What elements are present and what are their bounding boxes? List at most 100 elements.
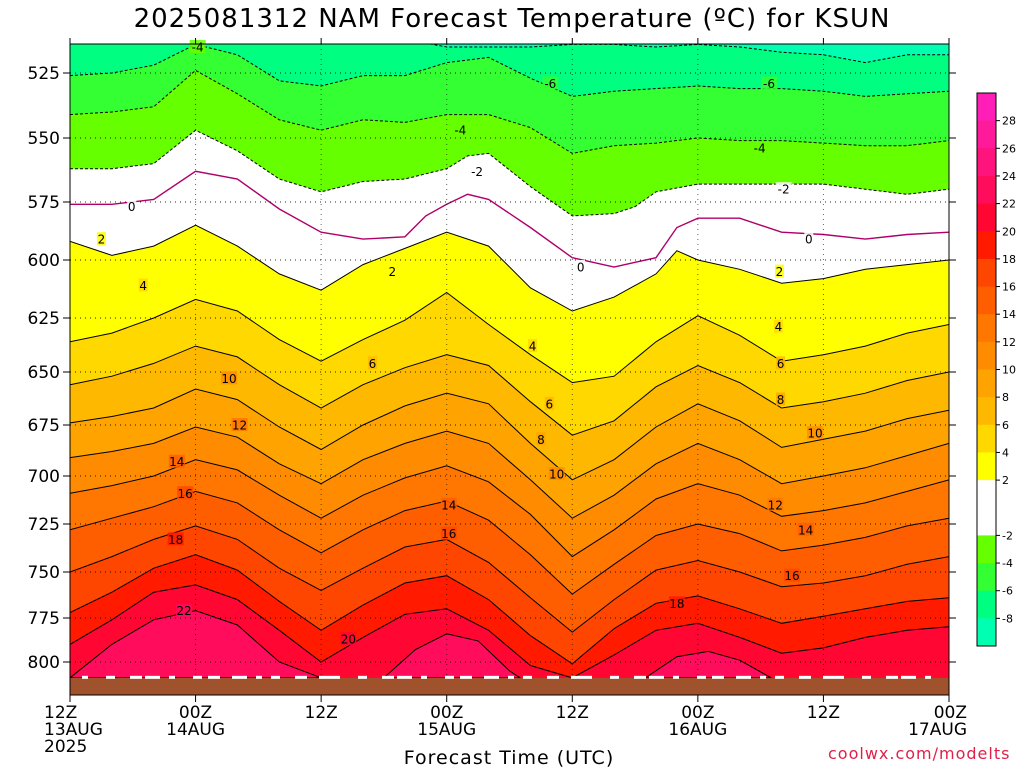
colorbar-label: -2 [1002, 529, 1013, 542]
contour-label-bg [668, 596, 685, 610]
x-tick-label: 15AUG [417, 720, 476, 740]
band-22-2 [645, 651, 772, 678]
terrain-speck [319, 675, 334, 679]
contour-label-bg [807, 426, 824, 440]
contour-label: 6 [777, 357, 785, 371]
colorbar-label: 20 [1002, 225, 1016, 238]
contour-label: 6 [545, 397, 553, 411]
colorbar-bin [977, 535, 996, 564]
contour-label-bg [751, 141, 768, 155]
contour-label-bg [542, 76, 559, 90]
contour-label: 10 [807, 427, 822, 441]
colorbar-label: 14 [1002, 308, 1016, 321]
contour-label-bg [528, 339, 538, 353]
y-tick-label: 600 [28, 251, 60, 271]
x-tick-label: 00Z [179, 703, 212, 723]
contour-label: 6 [369, 357, 377, 371]
terrain-speck [925, 675, 931, 679]
contour-label: 8 [537, 433, 545, 447]
contour-label-bg [797, 522, 814, 536]
contour-label-bg [761, 76, 778, 90]
contour-label: 0 [805, 233, 813, 247]
y-tick-label: 750 [28, 563, 60, 583]
contour-lines [70, 44, 949, 679]
contour-line-2-12 [70, 224, 949, 312]
contour-line-16-5 [70, 525, 949, 633]
contour-label: -4 [754, 142, 766, 156]
contour-label-bg [576, 259, 586, 273]
x-tick-label: 17AUG [908, 720, 967, 740]
terrain-speck [571, 675, 586, 679]
contour-label-bg [189, 40, 206, 53]
x-tick-label: 00Z [681, 703, 714, 723]
colorbar-label: 18 [1002, 253, 1016, 266]
contour-label: -2 [778, 183, 790, 197]
contour-line-6-10 [70, 345, 949, 436]
contour-label: 10 [549, 467, 564, 481]
x-tick-label: 00Z [430, 703, 463, 723]
contour-label-bg [544, 396, 554, 410]
terrain-speck [862, 675, 871, 679]
page-title: 2025081312 NAM Forecast Temperature (ºC)… [133, 4, 891, 34]
contour-label-bg [440, 526, 457, 540]
contour-line-14-6 [70, 490, 949, 595]
x-tick-label: 13AUG [44, 720, 103, 740]
contour-label-bg [774, 264, 784, 278]
x-tick-label: 12Z [305, 703, 338, 723]
x-tick-label: 16AUG [668, 720, 727, 740]
terrain-speck [208, 675, 220, 679]
contour-label: 4 [529, 340, 537, 354]
colorbar-label: -8 [1002, 612, 1013, 625]
contour-label-bg [452, 123, 469, 137]
terrain-speck [271, 675, 280, 679]
contour-line--4-15 [70, 69, 949, 154]
contour-label: -6 [763, 77, 775, 91]
terrain-speck [634, 675, 646, 679]
contour-label: 10 [221, 372, 236, 386]
colorbar-bin [977, 175, 996, 205]
contour-label-bg [804, 232, 814, 246]
terrain-speck [823, 675, 838, 679]
contour-label-bg [387, 264, 397, 278]
contour-label: 0 [577, 260, 585, 274]
colorbar-bin [977, 231, 996, 260]
y-tick-label: 775 [28, 609, 60, 629]
terrain-speck [508, 675, 514, 679]
terrain-speck [697, 675, 706, 679]
contour-label: -6 [544, 77, 556, 91]
contour-label-bg [177, 486, 194, 500]
contour-label: 4 [139, 279, 147, 293]
contour-label: 12 [768, 498, 783, 512]
colorbar-bin [977, 203, 996, 232]
terrain-speck [358, 675, 367, 679]
terrain-speck [445, 675, 454, 679]
colorbar-label: -4 [1002, 557, 1013, 570]
colorbar-bin [977, 148, 996, 177]
contour-line-22-0 [70, 610, 322, 679]
contour-label: 16 [784, 569, 799, 583]
contour-label-bg [469, 164, 486, 178]
contour-label-bg [221, 371, 238, 385]
credit-link[interactable]: coolwx.com/modelts [828, 744, 1011, 763]
contour-label: 8 [777, 393, 785, 407]
x-tick-label: 12Z [44, 703, 77, 723]
contour-label-bg [775, 182, 792, 196]
terrain-speck [610, 675, 619, 679]
contour-label: -4 [192, 41, 204, 55]
colorbar-bin [977, 590, 996, 619]
contour-label-bg [167, 532, 184, 546]
contour-label-bg [127, 199, 137, 213]
contour-label-bg [776, 356, 786, 370]
colorbar-label: 24 [1002, 170, 1016, 183]
contour-label: 4 [775, 320, 783, 334]
y-tick-label: 675 [28, 416, 60, 436]
contour-label: 16 [441, 527, 456, 541]
contour-line-0-13 [70, 170, 949, 268]
colorbar-bin [977, 397, 996, 426]
terrain-speck [736, 675, 751, 679]
terrain-fill [70, 677, 949, 695]
y-tick-label: 625 [28, 309, 60, 329]
y-tick-label: 725 [28, 515, 60, 535]
